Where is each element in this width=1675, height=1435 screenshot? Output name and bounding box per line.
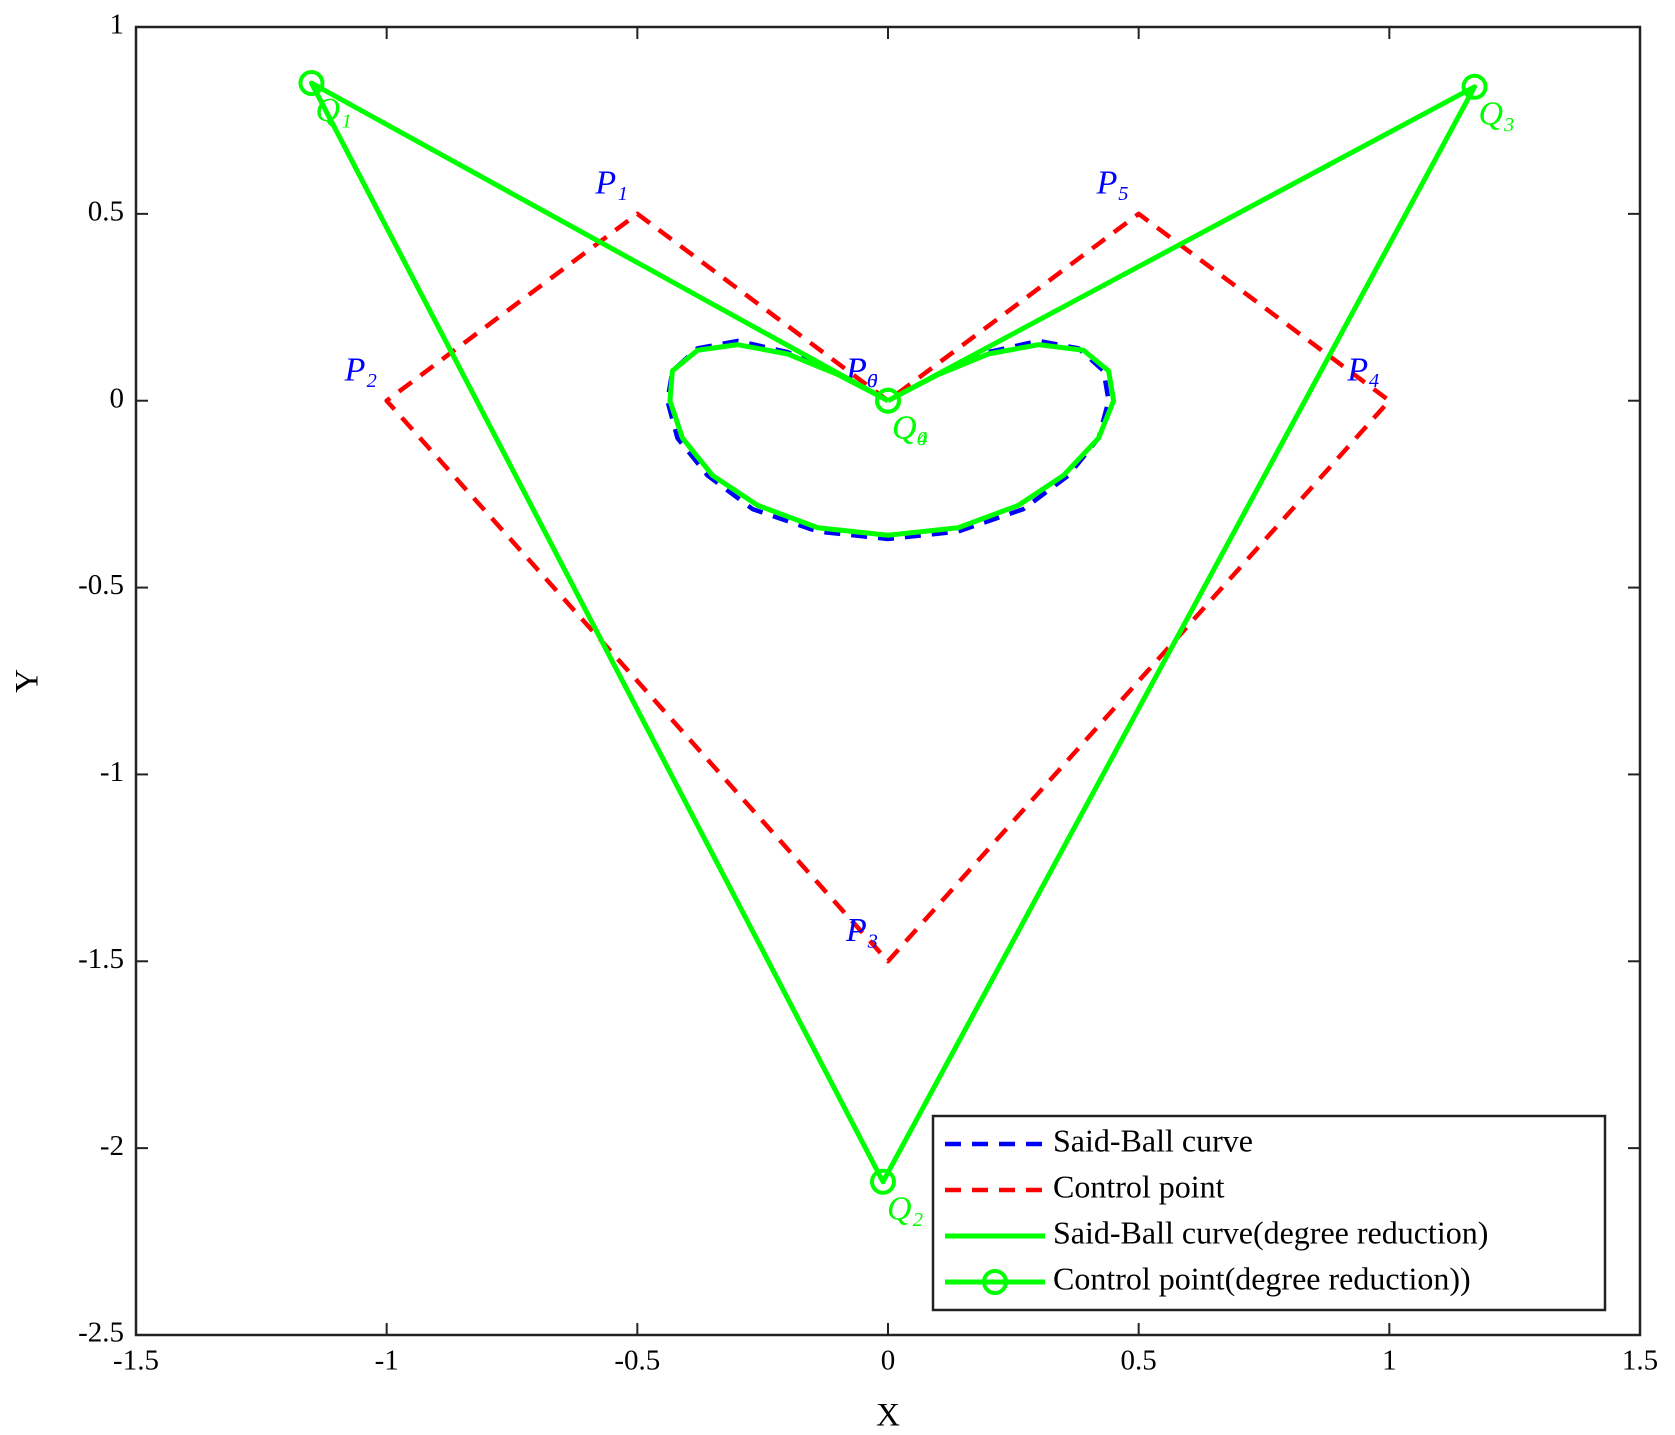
marker bbox=[869, 1168, 896, 1195]
x-tick-label: 0.5 bbox=[1121, 1345, 1157, 1377]
marker bbox=[1461, 73, 1488, 100]
x-tick-label: 0 bbox=[881, 1345, 896, 1377]
point-label: P₁ bbox=[594, 165, 628, 202]
marker bbox=[875, 387, 901, 414]
point-label: Q₄ bbox=[892, 410, 928, 447]
x-axis-label: X bbox=[876, 1398, 900, 1434]
point-label: P₄ bbox=[1346, 352, 1380, 389]
x-tick-label: 1 bbox=[1382, 1345, 1397, 1377]
legend-marker bbox=[982, 1269, 1008, 1295]
series-line bbox=[667, 342, 1117, 538]
y-tick-label: -2.5 bbox=[78, 1317, 124, 1349]
y-tick-label: -1.5 bbox=[78, 943, 124, 975]
x-tick-label: -1.5 bbox=[113, 1345, 159, 1377]
y-tick-label: -1 bbox=[100, 756, 124, 788]
series-line bbox=[308, 80, 1478, 1185]
y-axis-label: Y bbox=[10, 669, 46, 693]
marker bbox=[298, 70, 325, 97]
point-label: Q₂ bbox=[887, 1191, 923, 1228]
legend-label: Control point(degree reduction)) bbox=[1053, 1260, 1471, 1296]
point-label: Q₀ bbox=[892, 410, 928, 447]
y-tick-label: 0 bbox=[110, 382, 125, 414]
y-tick-label: 0.5 bbox=[88, 196, 124, 228]
plot-frame bbox=[134, 25, 1642, 1337]
point-label: Q₁ bbox=[315, 92, 351, 129]
point-label: P₅ bbox=[1096, 165, 1130, 202]
x-tick-label: -1 bbox=[375, 1345, 399, 1377]
point-label: P₃ bbox=[845, 912, 879, 949]
point-label: P₂ bbox=[344, 352, 378, 389]
legend-label: Said-Ball curve bbox=[1053, 1122, 1253, 1158]
x-tick-label: -0.5 bbox=[614, 1345, 660, 1377]
y-tick-label: -2 bbox=[100, 1130, 124, 1162]
y-tick-label: 1 bbox=[110, 9, 125, 41]
x-tick-label: 1.5 bbox=[1622, 1345, 1658, 1377]
legend-label: Said-Ball curve(degree reduction) bbox=[1053, 1214, 1488, 1250]
legend-label: Control point bbox=[1053, 1168, 1225, 1204]
series-line bbox=[384, 211, 1392, 964]
y-tick-label: -0.5 bbox=[78, 569, 124, 601]
legend-box bbox=[931, 1114, 1607, 1312]
point-label: Q₃ bbox=[1479, 96, 1515, 133]
